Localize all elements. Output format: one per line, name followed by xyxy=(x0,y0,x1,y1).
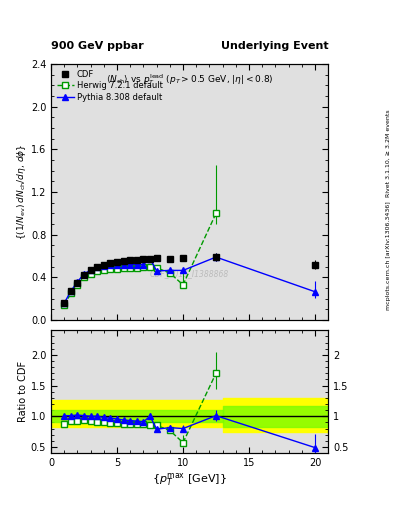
X-axis label: $\{p_T^{\rm max}\ [\rm GeV]\}$: $\{p_T^{\rm max}\ [\rm GeV]\}$ xyxy=(152,471,227,488)
Legend: CDF, Herwig 7.2.1 default, Pythia 8.308 default: CDF, Herwig 7.2.1 default, Pythia 8.308 … xyxy=(55,68,164,103)
Text: mcplots.cern.ch [arXiv:1306.3436]: mcplots.cern.ch [arXiv:1306.3436] xyxy=(386,202,391,310)
Text: 900 GeV ppbar: 900 GeV ppbar xyxy=(51,41,144,51)
Text: CDF_2015_I1388868: CDF_2015_I1388868 xyxy=(150,269,229,279)
Text: Rivet 3.1.10, ≥ 3.2M events: Rivet 3.1.10, ≥ 3.2M events xyxy=(386,110,391,198)
Y-axis label: Ratio to CDF: Ratio to CDF xyxy=(18,361,28,422)
Text: $\langle N_{\rm ch}\rangle$ vs $p_T^{\rm lead}$ ($p_T > 0.5$ GeV, $|\eta| < 0.8$: $\langle N_{\rm ch}\rangle$ vs $p_T^{\rm… xyxy=(106,72,274,87)
Text: Underlying Event: Underlying Event xyxy=(220,41,328,51)
Y-axis label: $\{(1/N_{\rm ev})\, dN_{\rm ch}/d\eta,\, d\phi\}$: $\{(1/N_{\rm ev})\, dN_{\rm ch}/d\eta,\,… xyxy=(15,144,28,240)
